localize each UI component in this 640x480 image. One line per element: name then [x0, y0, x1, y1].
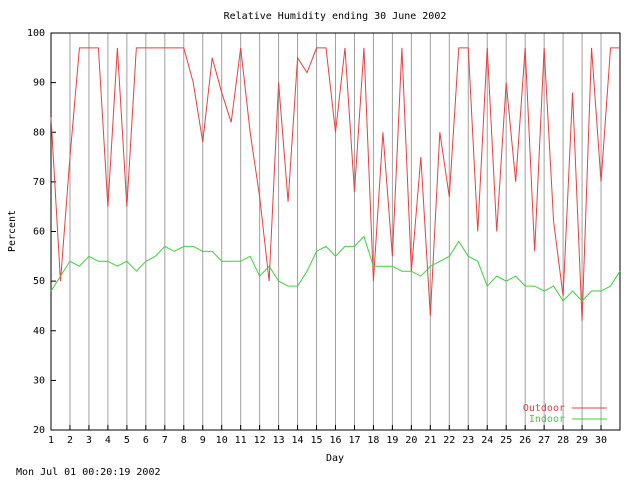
x-tick-label: 29 — [576, 435, 588, 446]
x-tick-label: 23 — [462, 435, 474, 446]
y-tick-label: 100 — [27, 28, 45, 39]
y-tick-label: 40 — [33, 326, 45, 337]
y-tick-label: 80 — [33, 127, 45, 138]
series-line — [50, 47, 620, 321]
x-tick-label: 2 — [67, 435, 73, 446]
chart-title: Relative Humidity ending 30 June 2002 — [224, 11, 447, 22]
x-axis-label: Day — [326, 453, 344, 464]
x-tick-label: 21 — [424, 435, 436, 446]
x-tick-label: 28 — [557, 435, 569, 446]
y-tick-label: 50 — [33, 276, 45, 287]
x-tick-label: 4 — [105, 435, 111, 446]
x-tick-label: 3 — [86, 435, 92, 446]
y-tick-label: 90 — [33, 78, 45, 89]
x-tick-label: 26 — [519, 435, 531, 446]
x-tick-label: 27 — [538, 435, 550, 446]
x-tick-label: 30 — [595, 435, 607, 446]
x-tick-label: 19 — [386, 435, 398, 446]
series-line — [50, 235, 621, 302]
x-tick-label: 20 — [405, 435, 417, 446]
plot-frame — [50, 32, 621, 431]
x-tick-label: 5 — [124, 435, 130, 446]
x-tick-label: 13 — [273, 435, 285, 446]
x-tick-label: 25 — [500, 435, 512, 446]
y-tick-label: 20 — [33, 425, 45, 436]
legend-label: Indoor — [529, 414, 565, 425]
x-tick-label: 17 — [348, 435, 360, 446]
x-tick-label: 6 — [143, 435, 149, 446]
y-tick-label: 30 — [33, 375, 45, 386]
x-tick-label: 14 — [292, 435, 304, 446]
x-tick-label: 12 — [254, 435, 266, 446]
y-axis-label: Percent — [7, 210, 18, 252]
x-tick-label: 11 — [235, 435, 247, 446]
x-tick-label: 7 — [162, 435, 168, 446]
x-tick-label: 16 — [329, 435, 341, 446]
x-tick-label: 1 — [48, 435, 54, 446]
x-tick-label: 24 — [481, 435, 493, 446]
x-tick-label: 22 — [443, 435, 455, 446]
x-tick-label: 9 — [200, 435, 206, 446]
legend-label: Outdoor — [523, 403, 565, 414]
y-tick-label: 70 — [33, 177, 45, 188]
x-tick-label: 8 — [181, 435, 187, 446]
footer: Mon Jul 01 00:20:19 2002 — [16, 467, 161, 478]
y-tick-label: 60 — [33, 227, 45, 238]
x-tick-label: 10 — [216, 435, 228, 446]
x-tick-label: 18 — [367, 435, 379, 446]
x-tick-label: 15 — [311, 435, 323, 446]
